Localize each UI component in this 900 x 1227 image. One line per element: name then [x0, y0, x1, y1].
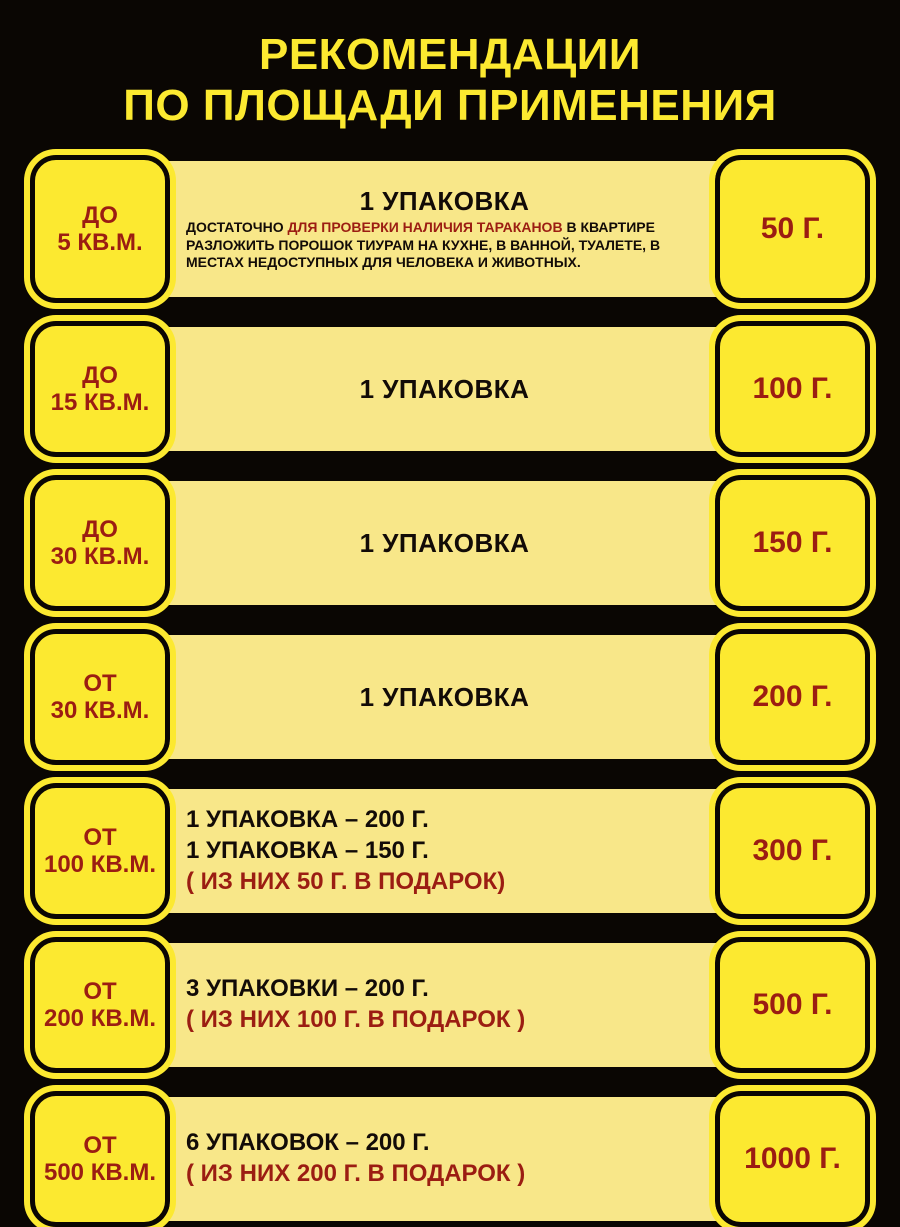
- infographic-container: РЕКОМЕНДАЦИИ ПО ПЛОЩАДИ ПРИМЕНЕНИЯ ДО5 К…: [0, 0, 900, 1200]
- area-value: 500 КВ.М.: [44, 1159, 156, 1187]
- weight-badge: 1000 Г.: [715, 1091, 870, 1227]
- weight-value: 500 Г.: [753, 988, 833, 1023]
- table-row: ОТ200 КВ.М.3 УПАКОВКИ – 200 Г.( ИЗ НИХ 1…: [30, 937, 870, 1073]
- recommendation-cell: 1 УПАКОВКА – 200 Г.1 УПАКОВКА – 150 Г.( …: [164, 789, 721, 913]
- package-line: 1 УПАКОВКА – 150 Г.: [186, 836, 703, 867]
- package-line: 6 УПАКОВОК – 200 Г.: [186, 1128, 703, 1159]
- gift-line: ( ИЗ НИХ 100 Г. В ПОДАРОК ): [186, 1005, 703, 1036]
- weight-badge: 150 Г.: [715, 475, 870, 611]
- title-line-2: ПО ПЛОЩАДИ ПРИМЕНЕНИЯ: [123, 81, 776, 130]
- area-badge: ОТ500 КВ.М.: [30, 1091, 170, 1227]
- subtext-emphasis: ДЛЯ ПРОВЕРКИ НАЛИЧИЯ ТАРАКАНОВ: [288, 219, 563, 235]
- area-badge: ДО15 КВ.М.: [30, 321, 170, 457]
- area-value: 30 КВ.М.: [51, 697, 150, 725]
- table-row: ОТ30 КВ.М. 1 УПАКОВКА 200 Г.: [30, 629, 870, 765]
- area-value: 15 КВ.М.: [51, 389, 150, 417]
- area-prefix: ДО: [82, 516, 118, 544]
- weight-value: 1000 Г.: [744, 1142, 841, 1177]
- weight-value: 200 Г.: [753, 680, 833, 715]
- recommendation-cell: 6 УПАКОВОК – 200 Г.( ИЗ НИХ 200 Г. В ПОД…: [164, 1097, 721, 1221]
- weight-badge: 300 Г.: [715, 783, 870, 919]
- recommendation-cell: 3 УПАКОВКИ – 200 Г.( ИЗ НИХ 100 Г. В ПОД…: [164, 943, 721, 1067]
- weight-badge: 200 Г.: [715, 629, 870, 765]
- area-prefix: ОТ: [83, 824, 116, 852]
- area-badge: ОТ100 КВ.М.: [30, 783, 170, 919]
- recommendation-cell: 1 УПАКОВКАДОСТАТОЧНО ДЛЯ ПРОВЕРКИ НАЛИЧИ…: [164, 161, 721, 297]
- area-prefix: ДО: [82, 362, 118, 390]
- weight-badge: 100 Г.: [715, 321, 870, 457]
- recommendation-subtext: ДОСТАТОЧНО ДЛЯ ПРОВЕРКИ НАЛИЧИЯ ТАРАКАНО…: [186, 219, 703, 272]
- table-row: ОТ500 КВ.М.6 УПАКОВОК – 200 Г.( ИЗ НИХ 2…: [30, 1091, 870, 1227]
- area-value: 5 КВ.М.: [57, 229, 142, 257]
- area-prefix: ДО: [82, 202, 118, 230]
- area-prefix: ОТ: [83, 670, 116, 698]
- area-value: 200 КВ.М.: [44, 1005, 156, 1033]
- area-badge: ДО5 КВ.М.: [30, 155, 170, 303]
- area-value: 30 КВ.М.: [51, 543, 150, 571]
- table-row: ДО30 КВ.М. 1 УПАКОВКА 150 Г.: [30, 475, 870, 611]
- weight-badge: 500 Г.: [715, 937, 870, 1073]
- recommendation-title: 1 УПАКОВКА: [360, 528, 530, 559]
- subtext-pre: ДОСТАТОЧНО: [186, 219, 288, 235]
- gift-line: ( ИЗ НИХ 50 Г. В ПОДАРОК): [186, 867, 703, 898]
- title-line-1: РЕКОМЕНДАЦИИ: [259, 30, 641, 79]
- gift-line: ( ИЗ НИХ 200 Г. В ПОДАРОК ): [186, 1159, 703, 1190]
- recommendation-cell: 1 УПАКОВКА: [164, 481, 721, 605]
- weight-value: 300 Г.: [753, 834, 833, 869]
- weight-value: 150 Г.: [753, 526, 833, 561]
- recommendation-cell: 1 УПАКОВКА: [164, 635, 721, 759]
- recommendation-title: 1 УПАКОВКА: [360, 682, 530, 713]
- package-line: 3 УПАКОВКИ – 200 Г.: [186, 974, 703, 1005]
- area-value: 100 КВ.М.: [44, 851, 156, 879]
- table-row: ДО5 КВ.М.1 УПАКОВКАДОСТАТОЧНО ДЛЯ ПРОВЕР…: [30, 155, 870, 303]
- weight-value: 100 Г.: [753, 372, 833, 407]
- area-prefix: ОТ: [83, 1132, 116, 1160]
- subtext-post: В КВАРТИРЕ РАЗЛОЖИТЬ ПОРОШОК ТИУРАМ НА К…: [186, 219, 660, 270]
- recommendation-title: 1 УПАКОВКА: [360, 374, 530, 405]
- rows-list: ДО5 КВ.М.1 УПАКОВКАДОСТАТОЧНО ДЛЯ ПРОВЕР…: [30, 155, 870, 1227]
- recommendation-cell: 1 УПАКОВКА: [164, 327, 721, 451]
- area-badge: ОТ30 КВ.М.: [30, 629, 170, 765]
- recommendation-title: 1 УПАКОВКА: [186, 186, 703, 217]
- table-row: ДО15 КВ.М. 1 УПАКОВКА 100 Г.: [30, 321, 870, 457]
- area-badge: ДО30 КВ.М.: [30, 475, 170, 611]
- table-row: ОТ100 КВ.М.1 УПАКОВКА – 200 Г.1 УПАКОВКА…: [30, 783, 870, 919]
- page-title: РЕКОМЕНДАЦИИ ПО ПЛОЩАДИ ПРИМЕНЕНИЯ: [30, 30, 870, 131]
- area-prefix: ОТ: [83, 978, 116, 1006]
- weight-value: 50 Г.: [761, 212, 824, 247]
- area-badge: ОТ200 КВ.М.: [30, 937, 170, 1073]
- package-line: 1 УПАКОВКА – 200 Г.: [186, 805, 703, 836]
- weight-badge: 50 Г.: [715, 155, 870, 303]
